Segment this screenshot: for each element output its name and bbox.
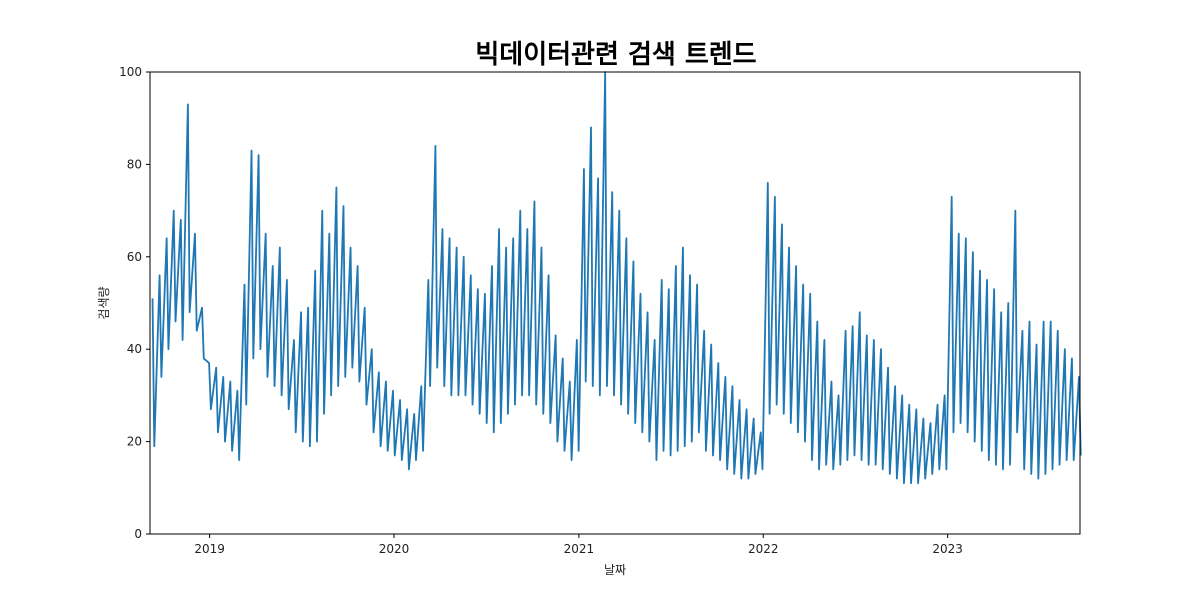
x-tick-label: 2019: [194, 542, 225, 556]
series-line-layer: [151, 71, 1082, 485]
x-tick-label: 2022: [748, 542, 779, 556]
y-tick-label: 80: [127, 157, 142, 171]
y-tick-label: 20: [127, 435, 142, 449]
series-line: [151, 71, 1082, 485]
y-tick-label: 40: [127, 342, 142, 356]
x-axis: 2019 2020 2021 2022 2023: [194, 534, 963, 556]
x-axis-label: 날짜: [604, 563, 626, 577]
y-tick-label: 60: [127, 250, 142, 264]
y-axis-label: 검색량: [97, 286, 111, 319]
y-axis: 0 20 40 60 80 100: [119, 65, 150, 541]
x-tick-label: 2020: [379, 542, 410, 556]
plot-area-frame: [149, 71, 1081, 535]
x-tick-label: 2023: [932, 542, 963, 556]
y-tick-label: 100: [119, 65, 142, 79]
chart-title: 빅데이터관련 검색 트렌드: [475, 40, 756, 70]
x-tick-label: 2021: [564, 542, 595, 556]
y-tick-label: 0: [134, 527, 142, 541]
